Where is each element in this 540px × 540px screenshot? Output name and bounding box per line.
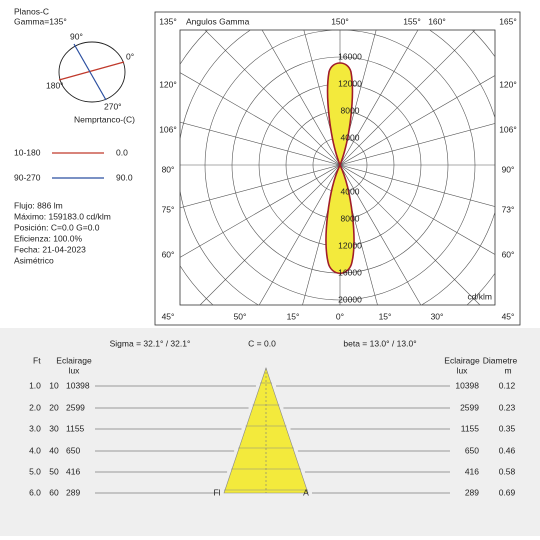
diameter: 0.69: [499, 487, 516, 497]
angle-label: 120°: [159, 79, 177, 89]
angle-label: 60°: [502, 249, 515, 259]
angle-label: 0°: [336, 311, 344, 321]
radial-label: 12000: [338, 240, 362, 250]
radial-label: 8000: [341, 105, 360, 115]
radial-label: 4000: [341, 186, 360, 196]
cone: [223, 367, 309, 494]
angle-label: 150°: [331, 16, 349, 26]
lux-left: 289: [66, 487, 80, 497]
lux-right: 2599: [460, 402, 479, 412]
legend-range: 90-270: [14, 172, 41, 182]
lux-right: 289: [465, 487, 479, 497]
info-line: Máximo: 159183.0 cd/klm: [14, 211, 111, 221]
legend-range: 10-180: [14, 147, 41, 157]
lux-left: 650: [66, 445, 80, 455]
c-plane: C = 0.0: [248, 338, 276, 348]
distance-ft: 3.0: [29, 423, 41, 433]
distance-m: 50: [49, 466, 59, 476]
distance-m: 40: [49, 445, 59, 455]
distance-m: 30: [49, 423, 59, 433]
angle-label: 120°: [499, 79, 517, 89]
angle-label: 80°: [162, 164, 175, 174]
angle-label: 30°: [431, 311, 444, 321]
info-line: Eficienza: 100.0%: [14, 233, 82, 243]
info-line: Asimétrico: [14, 255, 54, 265]
radial-label: 16000: [338, 267, 362, 277]
plane-angle: 180°: [46, 80, 64, 90]
angle-label: 73°: [502, 204, 515, 214]
plane-angle: 0°: [126, 51, 134, 61]
angle-label: 75°: [162, 204, 175, 214]
angle-label: 135°: [159, 16, 177, 26]
header: m: [504, 365, 511, 375]
info-line: Fecha: 21-04-2023: [14, 244, 86, 254]
diameter: 0.46: [499, 445, 516, 455]
angle-label: 106°: [159, 124, 177, 134]
lux-left: 416: [66, 466, 80, 476]
polar-title: Angulos Gamma: [186, 16, 250, 26]
lux-left: 10398: [66, 380, 90, 390]
diameter: 0.58: [499, 466, 516, 476]
plane-caption: Nemprtanco-(C): [74, 114, 135, 124]
plane-line: [73, 43, 107, 101]
plane-line: [58, 61, 125, 81]
lux-right: 10398: [455, 380, 479, 390]
angle-label: 160°: [428, 16, 446, 26]
distance-ft: 4.0: [29, 445, 41, 455]
radial-label: 4000: [341, 132, 360, 142]
sigma: Sigma = 32.1° / 32.1°: [110, 338, 191, 348]
intensity-curve: [325, 62, 355, 275]
distance-ft: 5.0: [29, 466, 41, 476]
diameter: 0.23: [499, 402, 516, 412]
header: lux: [457, 365, 469, 375]
lux-right: 416: [465, 466, 479, 476]
header: lux: [69, 365, 81, 375]
diameter: 0.35: [499, 423, 516, 433]
distance-m: 20: [49, 402, 59, 412]
angle-label: 165°: [499, 16, 517, 26]
header: Ft: [33, 355, 41, 365]
lux-right: 1155: [461, 423, 480, 433]
angle-label: 45°: [502, 311, 515, 321]
unit-label: cd/klm: [467, 291, 492, 301]
distance-m: 10: [49, 380, 59, 390]
distance-ft: 6.0: [29, 487, 41, 497]
angle-label: 90°: [502, 164, 515, 174]
distance-ft: 2.0: [29, 402, 41, 412]
angle-label: 50°: [234, 311, 247, 321]
legend-value: 90.0: [116, 172, 133, 182]
radial-label: 8000: [341, 213, 360, 223]
legend-value: 0.0: [116, 147, 128, 157]
angle-label: 60°: [162, 249, 175, 259]
lux-right: 650: [465, 445, 479, 455]
plane-gamma: Gamma=135°: [14, 16, 67, 26]
header: Diametre: [483, 355, 518, 365]
cone-fl: Fl: [213, 487, 220, 497]
beta: beta = 13.0° / 13.0°: [343, 338, 416, 348]
radial-label: 20000: [338, 294, 362, 304]
info-line: Flujo: 886 lm: [14, 200, 63, 210]
lux-left: 2599: [66, 402, 85, 412]
lux-left: 1155: [66, 423, 85, 433]
angle-label: 106°: [499, 124, 517, 134]
distance-m: 60: [49, 487, 59, 497]
radial-label: 12000: [338, 78, 362, 88]
angle-label: 155°: [403, 16, 421, 26]
diameter: 0.12: [499, 380, 516, 390]
cone-a: A: [303, 487, 309, 497]
angle-label: 15°: [287, 311, 300, 321]
header: Eclairage: [444, 355, 480, 365]
angle-label: 15°: [379, 311, 392, 321]
angle-label: 45°: [162, 311, 175, 321]
plane-title: Planos-C: [14, 6, 49, 16]
header: Eclairage: [56, 355, 92, 365]
plane-angle: 270°: [104, 101, 122, 111]
info-line: Posición: C=0.0 G=0.0: [14, 222, 100, 232]
radial-label: 16000: [338, 51, 362, 61]
plane-angle: 90°: [70, 31, 83, 41]
distance-ft: 1.0: [29, 380, 41, 390]
plane-circle: [58, 41, 126, 103]
